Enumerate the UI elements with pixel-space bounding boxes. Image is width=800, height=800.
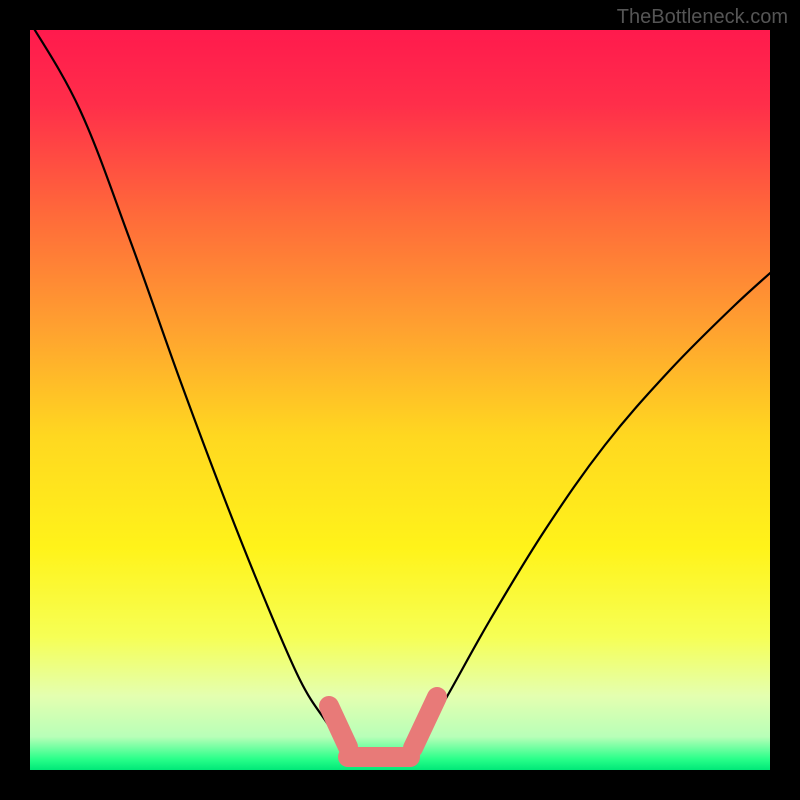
curve-overlay [0,0,800,800]
highlight-group [329,697,437,757]
highlight-right [413,697,437,748]
main-curve [30,22,785,759]
highlight-left [329,706,348,747]
curve-group [30,22,785,759]
chart-container: TheBottleneck.com [0,0,800,800]
